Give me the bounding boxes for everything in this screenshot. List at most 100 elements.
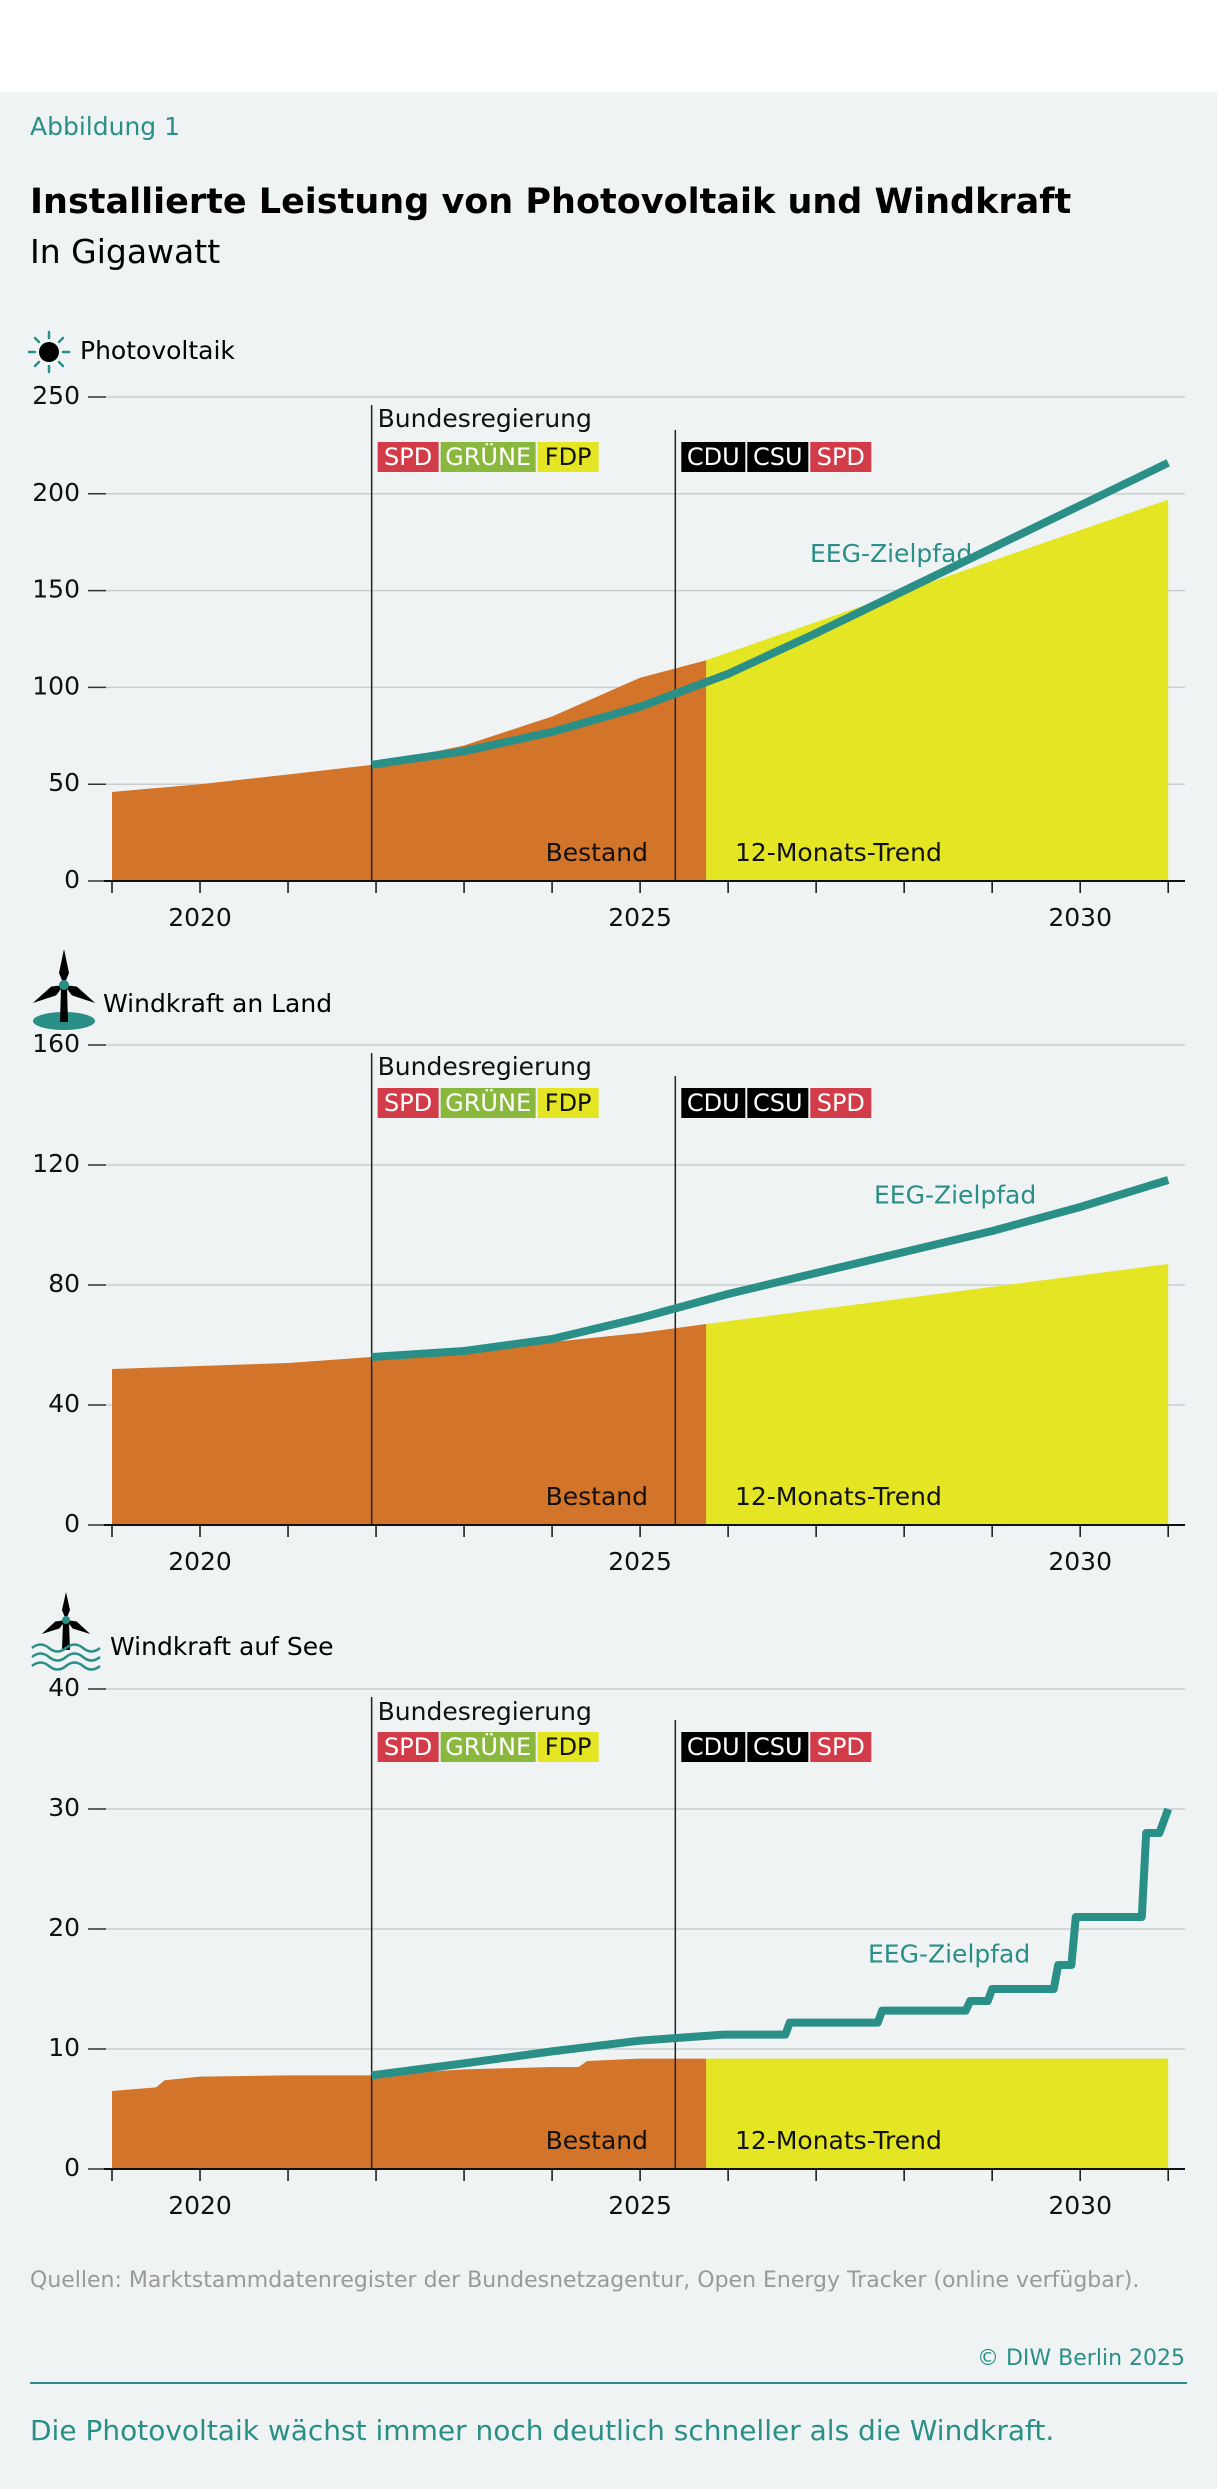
coalition-2-badge-spd: SPD [817,1733,865,1761]
chart-panel-2: Windkraft an Land 0 40 80 120 160 EEG-Zielpfad… [32,989,1185,1576]
chart-panel-3: Windkraft auf See010203040EEG-ZielpfadBe… [48,1632,1185,2220]
coalition-1-badge-bg [440,1088,536,1118]
trend-label: 12-Monats-Trend [735,838,942,867]
coalition-1-badge-spd: SPD [384,443,432,471]
bestand-label: Bestand [546,1482,648,1511]
trend-label: 12-Monats-Trend [735,2126,942,2155]
figure-label: Abbildung 1 [30,112,181,141]
coalition-2-badge-bg [681,442,746,472]
bestand-area [112,2058,707,2169]
coalition-1-badge-bg [377,1088,439,1118]
y-tick-label: 120 [32,1149,80,1178]
y-tick-label: 80 [48,1269,80,1298]
y-tick-label: 0 [64,1509,80,1538]
coalition-2-badge-bg [810,442,872,472]
y-tick-label: 50 [48,768,80,797]
footer-divider [30,2382,1187,2384]
zielpfad-label: EEG-Zielpfad [868,1940,1030,1969]
coalition-2-badge-csu: CSU [753,443,803,471]
y-tick-label: 40 [48,1673,80,1702]
coalition-2-badge-bg [810,1732,872,1762]
government-label: Bundesregierung [378,404,592,433]
x-tick-label: 2025 [608,1547,672,1576]
coalition-1-badge-bg [537,442,599,472]
y-tick-label: 0 [64,865,80,894]
trend-area [706,2058,1169,2169]
coalition-2-badge-cdu: CDU [687,1089,740,1117]
charts-svg: Photovoltaik050100150200250EEG-ZielpfadB… [27,330,1185,2220]
chart-panel-1: Photovoltaik 0 50 100 150 200 250 EEG-Zielpfad B… [32,336,1185,932]
panel-icons [27,330,101,1671]
coalition-1-badge-spd: SPD [384,1089,432,1117]
coalition-2-badge-bg [681,1088,746,1118]
offshore-wind-icon [31,1592,101,1671]
x-tick-label: 2025 [608,2191,672,2220]
zielpfad-label: EEG-Zielpfad [874,1180,1036,1209]
coalition-1-badge-gruene: GRÜNE [445,1732,531,1761]
coalition-2-badge-bg [747,442,809,472]
panel-title: Photovoltaik [80,336,235,365]
chart-panels: Photovoltaik050100150200250EEG-ZielpfadB… [32,336,1185,2220]
coalition-2-badge-bg [810,1088,872,1118]
wind-turbine-icon [32,949,96,1030]
coalition-2-badge-bg [681,1732,746,1762]
coalition-1-badge-bg [537,1088,599,1118]
bestand-area [112,1324,707,1525]
coalition-2-badge-csu: CSU [753,1733,803,1761]
bestand-area [112,660,707,881]
y-tick-label: 10 [48,2033,80,2062]
government-label: Bundesregierung [378,1052,592,1081]
chart-title: Installierte Leistung von Photovoltaik u… [30,182,1072,222]
x-tick-label: 2020 [168,1547,232,1576]
coalition-1-badge-bg [537,1732,599,1762]
x-tick-label: 2020 [168,903,232,932]
y-tick-label: 160 [32,1029,80,1058]
y-tick-label: 30 [48,1793,80,1822]
coalition-1-badge-bg [377,1732,439,1762]
x-tick-label: 2020 [168,2191,232,2220]
copyright: © DIW Berlin 2025 [977,2346,1185,2371]
coalition-2-badge-csu: CSU [753,1089,803,1117]
zielpfad-label: EEG-Zielpfad [810,539,972,568]
coalition-1-badge-bg [440,1732,536,1762]
coalition-1-badge-spd: SPD [384,1733,432,1761]
coalition-2-badge-spd: SPD [817,1089,865,1117]
panel-title: Windkraft auf See [110,1632,334,1661]
zielpfad-line [371,459,1170,769]
coalition-1-badge-bg [440,442,536,472]
bestand-label: Bestand [546,838,648,867]
x-tick-label: 2030 [1048,2191,1112,2220]
figure: Abbildung 1 Installierte Leistung von Ph… [0,92,1217,2489]
zielpfad-line [371,1176,1170,1361]
y-tick-label: 20 [48,1913,80,1942]
coalition-2-badge-cdu: CDU [687,1733,740,1761]
coalition-2-badge-bg [747,1088,809,1118]
takeaway-text: Die Photovoltaik wächst immer noch deutl… [30,2414,1055,2447]
chart-subtitle: In Gigawatt [30,232,221,271]
y-tick-label: 40 [48,1389,80,1418]
x-tick-label: 2030 [1048,1547,1112,1576]
coalition-1-badge-fdp: FDP [545,1733,592,1761]
trend-area [706,499,1169,881]
x-tick-label: 2025 [608,903,672,932]
coalition-2-badge-spd: SPD [817,443,865,471]
x-tick-label: 2030 [1048,903,1112,932]
sun-icon [27,330,71,374]
y-tick-label: 100 [32,671,80,700]
coalition-1-badge-fdp: FDP [545,443,592,471]
zielpfad-line [371,1807,1172,2080]
panel-title: Windkraft an Land [103,989,332,1018]
y-tick-label: 0 [64,2153,80,2182]
bestand-label: Bestand [546,2126,648,2155]
trend-area [706,1264,1169,1525]
coalition-1-badge-fdp: FDP [545,1089,592,1117]
y-tick-label: 150 [32,575,80,604]
coalition-1-badge-bg [377,442,439,472]
trend-label: 12-Monats-Trend [735,1482,942,1511]
y-tick-label: 200 [32,478,80,507]
y-tick-label: 250 [32,381,80,410]
coalition-1-badge-gruene: GRÜNE [445,442,531,471]
coalition-2-badge-cdu: CDU [687,443,740,471]
government-label: Bundesregierung [378,1697,592,1726]
source-note: Quellen: Marktstammdatenregister der Bun… [30,2268,1140,2293]
